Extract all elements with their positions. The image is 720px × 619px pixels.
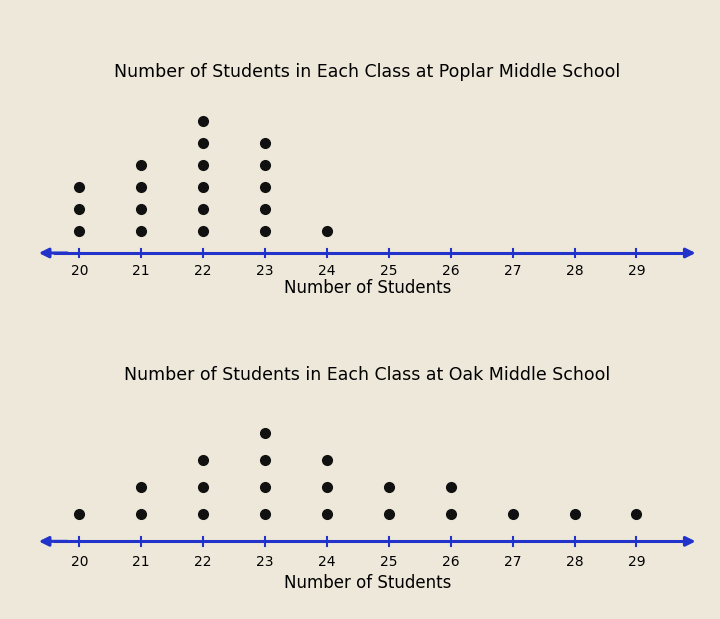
Text: 27: 27 (504, 264, 521, 278)
Text: 25: 25 (380, 555, 397, 569)
Text: 21: 21 (132, 264, 150, 278)
Text: 23: 23 (256, 555, 274, 569)
Text: 24: 24 (318, 264, 336, 278)
Text: Number of Students in Each Class at Oak Middle School: Number of Students in Each Class at Oak … (124, 366, 611, 384)
Text: 28: 28 (566, 264, 583, 278)
Text: 25: 25 (380, 264, 397, 278)
Text: 20: 20 (71, 264, 88, 278)
Text: Number of Students in Each Class at Poplar Middle School: Number of Students in Each Class at Popl… (114, 63, 621, 81)
Text: 21: 21 (132, 555, 150, 569)
Text: 26: 26 (442, 555, 459, 569)
Text: 28: 28 (566, 555, 583, 569)
Text: 22: 22 (194, 264, 212, 278)
Text: 27: 27 (504, 555, 521, 569)
Text: 23: 23 (256, 264, 274, 278)
Text: 22: 22 (194, 555, 212, 569)
Text: 29: 29 (628, 264, 645, 278)
Text: Number of Students: Number of Students (284, 574, 451, 592)
Text: 24: 24 (318, 555, 336, 569)
Text: 29: 29 (628, 555, 645, 569)
Text: 20: 20 (71, 555, 88, 569)
Text: Number of Students: Number of Students (284, 279, 451, 297)
Text: 26: 26 (442, 264, 459, 278)
